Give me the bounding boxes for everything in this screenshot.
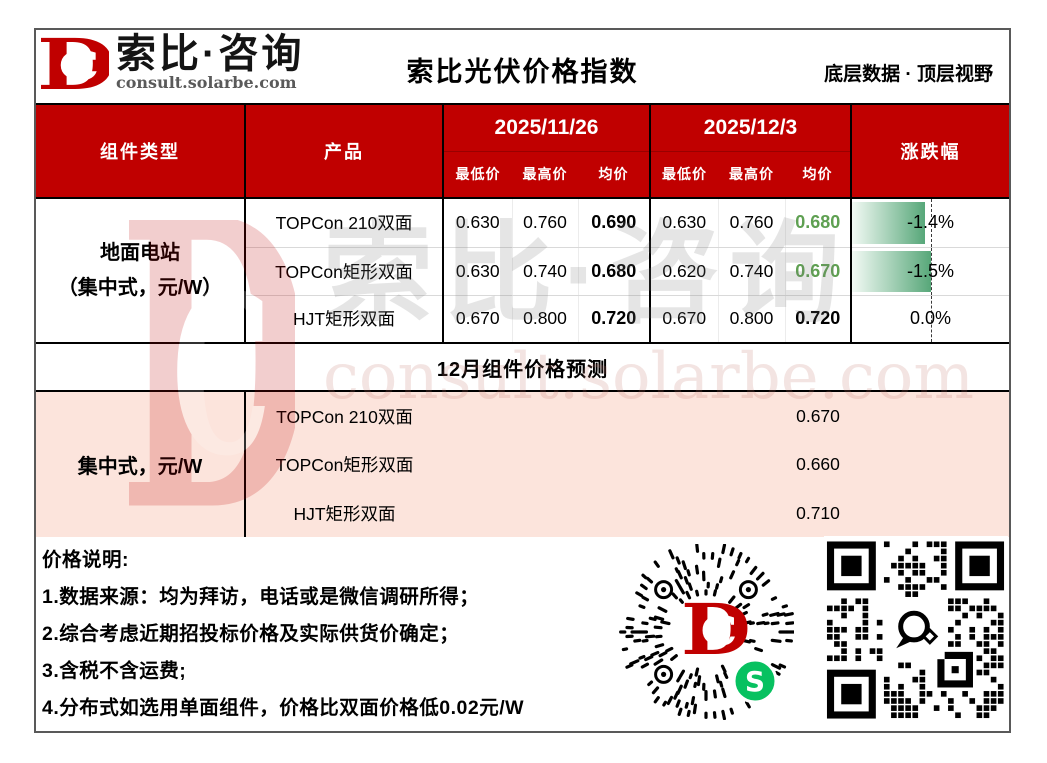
price-index-sheet: D C 索比·咨询 consult.solarbe.com 索比光伏价格指数 底… <box>34 28 1011 733</box>
brand-slogan: 底层数据 · 顶层视野 <box>824 64 993 85</box>
subcol-d2-avg: 均价 <box>785 151 853 199</box>
page-title: 索比光伏价格指数 <box>406 57 639 87</box>
change-cell: -1.4% <box>851 198 1010 248</box>
change-value: 0.0% <box>910 308 952 329</box>
price-cell-avg: 0.680 <box>785 198 853 248</box>
table-row: HJT矩形双面 0.670 0.800 0.720 0.670 0.800 0.… <box>36 295 1010 344</box>
svg-text:C: C <box>701 609 738 655</box>
subcol-d2-high: 最高价 <box>718 151 786 199</box>
databar-axis <box>930 199 932 246</box>
svg-text:S: S <box>745 665 765 698</box>
table-row: TOPCon矩形双面 0.630 0.740 0.680 0.620 0.740… <box>36 247 1010 296</box>
price-cell-avg: 0.720 <box>785 295 853 344</box>
miniprogram-badge-icon: S <box>732 658 778 704</box>
change-databar <box>852 250 931 292</box>
price-cell-avg: 0.680 <box>578 247 652 296</box>
price-cell: 0.630 <box>443 198 513 248</box>
product-name: TOPCon矩形双面 <box>245 440 443 489</box>
forecast-band: 12月组件价格预测 <box>36 343 1010 392</box>
brand-text: 索比·咨询 consult.solarbe.com <box>116 32 304 92</box>
brand-bar: D C 索比·咨询 consult.solarbe.com 索比光伏价格指数 底… <box>36 30 1009 103</box>
spacer-cell <box>851 440 1010 489</box>
price-cell: 0.630 <box>443 247 513 296</box>
solarbe-dc-logo-icon: D C <box>39 33 109 97</box>
note-item: 4.分布式如选用单面组件，价格比双面价格低0.02元/W <box>42 697 525 719</box>
spacer-cell <box>443 391 786 440</box>
brand-url: consult.solarbe.com <box>116 73 297 92</box>
price-cell: 0.760 <box>512 198 579 248</box>
price-cell: 0.800 <box>718 295 786 344</box>
spacer-cell <box>851 489 1010 539</box>
col-header-module-type: 组件类型 <box>36 104 246 199</box>
forecast-value: 0.660 <box>785 440 852 489</box>
change-value: -1.5% <box>907 260 955 281</box>
wechat-miniprogram-qr-icon: D C S <box>618 543 796 721</box>
price-cell-avg: 0.720 <box>578 295 652 344</box>
subcol-d1-high: 最高价 <box>512 151 578 199</box>
svg-text:C: C <box>59 42 100 89</box>
spacer-cell <box>443 440 786 489</box>
price-cell: 0.670 <box>650 295 719 344</box>
price-cell: 0.760 <box>718 198 786 248</box>
databar-axis <box>930 295 932 341</box>
product-name: TOPCon矩形双面 <box>245 247 444 296</box>
price-table: 组件类型 产品 2025/11/26 2025/12/3 涨跌幅 最低价 最高价… <box>36 103 1010 539</box>
subcol-d1-avg: 均价 <box>578 151 652 199</box>
forecast-title: 12月组件价格预测 <box>36 343 1010 392</box>
brand-name: 索比·咨询 <box>116 32 305 76</box>
price-cell: 0.740 <box>718 247 786 296</box>
forecast-value: 0.670 <box>785 391 852 440</box>
price-cell: 0.800 <box>512 295 579 344</box>
price-cell-avg: 0.670 <box>785 247 853 296</box>
subcol-d2-low: 最低价 <box>650 151 719 199</box>
price-cell-avg: 0.690 <box>578 198 652 248</box>
col-header-date-1: 2025/11/26 <box>443 104 652 152</box>
change-cell: -1.5% <box>851 247 1010 296</box>
forecast-value: 0.710 <box>785 489 852 539</box>
note-item: 3.含税不含运费; <box>42 660 187 682</box>
product-name: TOPCon 210双面 <box>245 391 443 440</box>
product-name: HJT矩形双面 <box>245 489 443 539</box>
product-name: HJT矩形双面 <box>245 295 444 344</box>
spacer-cell <box>443 489 786 539</box>
price-cell: 0.740 <box>512 247 579 296</box>
subcol-d1-low: 最低价 <box>443 151 512 199</box>
change-value: -1.4% <box>907 212 955 233</box>
price-cell: 0.670 <box>443 295 513 344</box>
spacer-cell <box>851 391 1010 440</box>
forecast-row: TOPCon矩形双面 0.660 <box>36 440 1010 489</box>
forecast-row: 集中式，元/W TOPCon 210双面 0.670 <box>36 391 1010 539</box>
table-row: 地面电站 （集中式，元/W） TOPCon 210双面 0.630 0.760 … <box>36 198 1010 344</box>
product-name: TOPCon 210双面 <box>245 198 444 248</box>
forecast-group-label: 集中式，元/W <box>36 391 246 539</box>
wechat-qr-icon <box>824 536 1008 727</box>
col-header-change: 涨跌幅 <box>851 104 1010 199</box>
col-header-product: 产品 <box>245 104 444 199</box>
svg-text:D: D <box>681 588 751 671</box>
forecast-row: HJT矩形双面 0.710 <box>36 489 1010 539</box>
notes-title: 价格说明: <box>42 549 129 571</box>
note-item: 1.数据来源：均为拜访，电话或是微信调研所得； <box>42 586 480 608</box>
change-databar <box>852 202 926 244</box>
databar-axis <box>930 247 932 294</box>
change-cell: 0.0% <box>851 295 1010 344</box>
svg-text:D: D <box>39 33 109 97</box>
col-header-date-2: 2025/12/3 <box>650 104 853 152</box>
row-group-label: 地面电站 （集中式，元/W） <box>36 198 246 344</box>
price-cell: 0.620 <box>650 247 719 296</box>
note-item: 2.综合考虑近期招投标价格及实际供货价确定； <box>42 623 460 645</box>
price-cell: 0.630 <box>650 198 719 248</box>
